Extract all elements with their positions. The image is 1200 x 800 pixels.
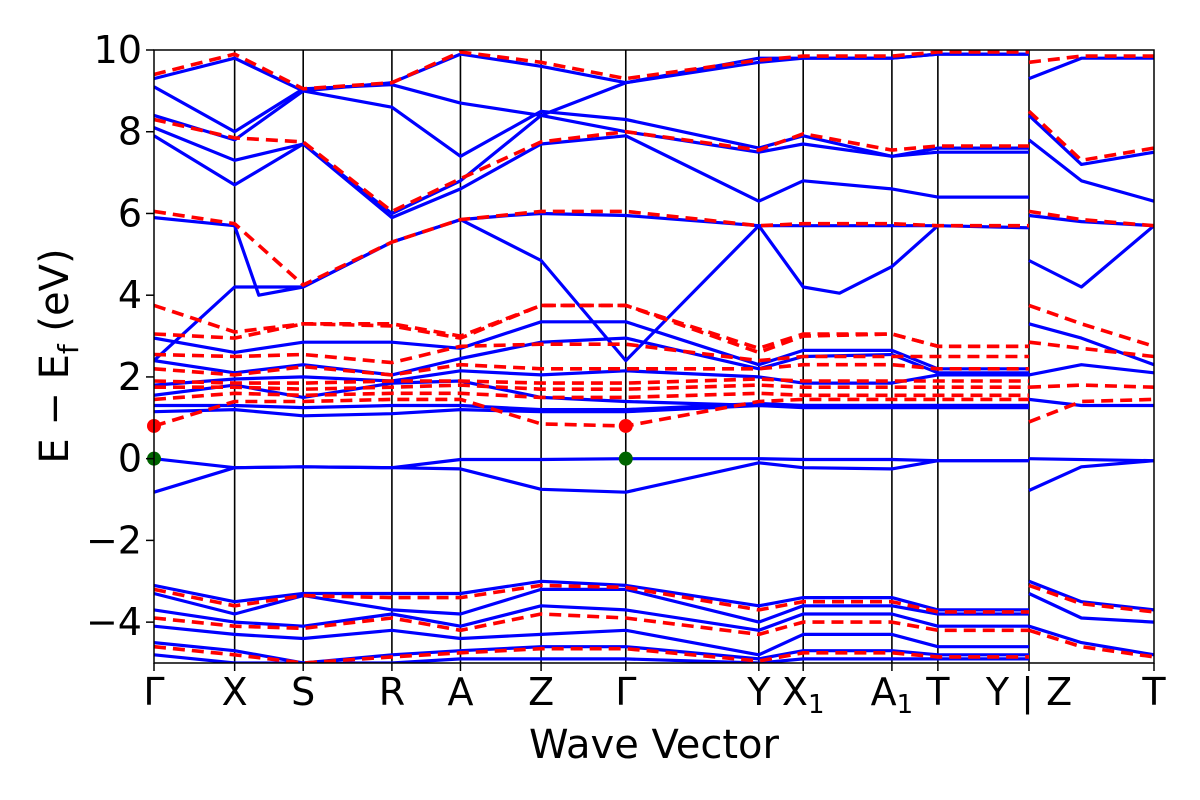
red-band-44 (154, 117, 1029, 214)
red-band-54 (1027, 109, 1154, 163)
red-band-39 (154, 362, 1029, 377)
x-tick-label-2: S (291, 670, 315, 714)
blue-band-4 (154, 403, 1029, 418)
red-band-42 (154, 303, 1029, 351)
blue-band-24 (1028, 397, 1154, 408)
red-band-53 (1028, 209, 1154, 228)
red-band-55 (1028, 54, 1154, 65)
blue-band-21 (154, 624, 1029, 657)
red-band-48 (154, 644, 1029, 663)
blue-band-1 (154, 459, 1029, 494)
blue-band-34 (1028, 624, 1154, 657)
red-band-43 (154, 209, 1029, 287)
y-axis-label-prefix: E − E (32, 354, 78, 464)
x-tick-label-11: Y | Z (985, 670, 1072, 715)
red-band-46 (154, 583, 1029, 614)
red-band-36 (154, 391, 1029, 402)
blue-band-15 (154, 89, 1029, 158)
y-tick-label-4: 4 (118, 273, 142, 317)
y-tick-label-3: 2 (118, 355, 142, 399)
red-band-38 (154, 377, 1029, 385)
blue-band-32 (1028, 579, 1154, 612)
x-tick-label-12: T (1141, 670, 1166, 714)
y-tick-label-6: 8 (118, 110, 142, 154)
red-band-40 (154, 342, 1029, 365)
red-band-57 (1028, 628, 1154, 659)
blue-band-29 (1028, 138, 1154, 203)
red-band-45 (154, 50, 1029, 91)
y-axis-label-suffix: (eV) (32, 248, 78, 344)
x-tick-subscript-8: 1 (808, 690, 825, 720)
x-tick-label-0: Γ (143, 670, 164, 714)
x-axis-label: Wave Vector (529, 722, 780, 768)
red-band-37 (154, 383, 1029, 392)
y-axis-ticks: −4 −2 0 2 4 6 8 10 (86, 28, 154, 644)
blue-band-23 (154, 653, 1029, 663)
y-tick-label-5: 6 (118, 191, 142, 235)
blue-band-33 (1028, 592, 1154, 624)
y-axis-label: E − Ef (eV) (32, 248, 85, 463)
blue-band-9 (154, 320, 1029, 371)
blue-band-2 (1028, 459, 1154, 492)
band-edge-marker-3 (618, 451, 633, 466)
blue-band-17 (154, 52, 1029, 134)
y-axis-label-subscript: f (52, 343, 85, 354)
blue-band-18 (154, 579, 1029, 612)
red-band-51 (1028, 340, 1154, 359)
blue-band-31 (1028, 56, 1154, 81)
blue-band-12 (757, 224, 939, 295)
x-tick-label-10: T (925, 670, 950, 714)
blue-band-30 (1027, 114, 1154, 166)
blue-band-20 (154, 604, 1029, 632)
red-band-35 (154, 397, 1029, 428)
blue-band-3 (1028, 457, 1154, 463)
y-tick-label-7: 10 (94, 28, 142, 72)
red-band-56 (1028, 583, 1154, 614)
y-tick-label-1: −2 (86, 518, 142, 562)
x-tick-label-6: Γ (615, 670, 636, 714)
y-tick-label-0: −4 (86, 600, 142, 644)
x-tick-label-1: X (222, 670, 248, 714)
red-band-47 (154, 612, 1029, 637)
x-tick-subscript-9: 1 (897, 690, 914, 720)
red-band-52 (1028, 303, 1154, 349)
red-band-49 (1028, 397, 1154, 424)
x-tick-label-8: X1 (782, 670, 825, 720)
x-tick-label-7: Y (746, 670, 771, 714)
red-band-50 (1028, 383, 1154, 389)
y-tick-label-2: 0 (118, 437, 142, 481)
blue-band-27 (1028, 224, 1154, 289)
x-tick-label-3: R (379, 670, 405, 714)
band-edge-marker-1 (618, 418, 633, 433)
blue-band-25 (1028, 363, 1154, 377)
band-series (154, 50, 1154, 663)
x-tick-label-5: Z (528, 670, 554, 714)
blue-band-13 (154, 134, 1029, 220)
plot-frame (153, 49, 1155, 664)
blue-band-26 (1028, 322, 1154, 367)
x-tick-label-4: A (447, 670, 473, 714)
